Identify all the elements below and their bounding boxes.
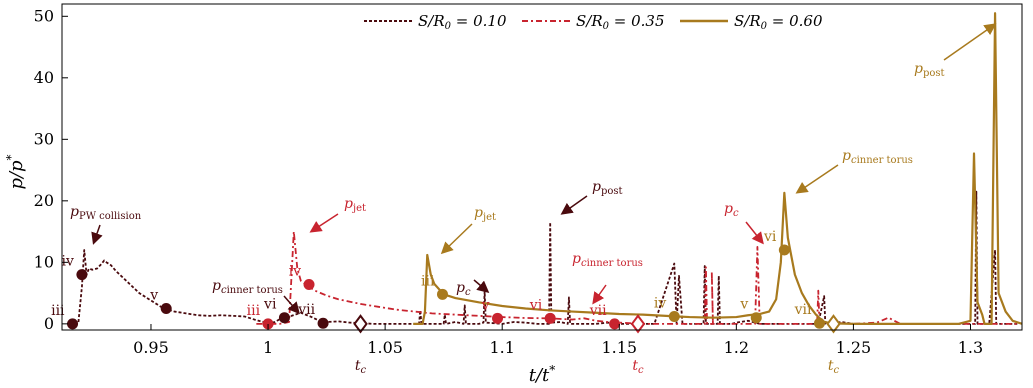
stage-marker <box>544 312 556 324</box>
y-tick-label: 0 <box>44 314 54 333</box>
annotation-arrow-pc-inner-torus-dark <box>283 295 300 315</box>
annotation-arrow-pc-red <box>745 221 764 245</box>
stage-label: vii <box>794 302 812 318</box>
annotation-arrow-pc-inner-torus-red <box>592 284 607 305</box>
annotation-pjet-gold: pjet <box>474 205 496 223</box>
annotation-arrow-pw-collision <box>91 224 103 245</box>
annotation-arrow-pc-dark <box>473 279 490 293</box>
axis-ticks: 0.95 1 1.05 1.1 1.15 1.2 1.25 1.3 0 10 20 30 40 50 <box>34 6 984 357</box>
stage-marker <box>303 278 315 290</box>
annotation-arrow-ppost-gold <box>943 23 997 61</box>
stage-label: v <box>149 287 158 303</box>
critical-time-marker <box>826 314 841 334</box>
stage-marker <box>160 302 172 314</box>
stage-marker <box>76 269 88 281</box>
annotation-pc-dark: pc <box>456 280 471 298</box>
x-axis-label: t/t* <box>529 363 556 386</box>
stage-marker <box>436 288 448 300</box>
stage-label: iii <box>421 273 435 289</box>
critical-time-marker <box>353 314 368 334</box>
stage-marker <box>262 318 274 330</box>
stage-marker <box>750 312 762 324</box>
legend-box <box>360 9 845 33</box>
x-tick-label: 1 <box>263 338 273 357</box>
annotation-ppost-dark: ppost <box>592 179 623 197</box>
stage-label: iii <box>247 303 261 319</box>
series-line-0 <box>68 190 1018 325</box>
stage-marker <box>317 317 329 329</box>
x-tick-label: 1.25 <box>836 338 872 357</box>
stage-marker <box>813 317 825 329</box>
stage-marker <box>778 244 790 256</box>
stage-label: vii <box>297 302 315 318</box>
annotation-pjet-red: pjet <box>344 196 366 214</box>
critical-time-label: tc <box>355 358 367 376</box>
series-layer <box>68 12 1023 325</box>
y-tick-label: 50 <box>34 6 54 25</box>
stage-label: vii <box>589 303 607 319</box>
legend-label-s035: S/R0 = 0.35 <box>576 12 665 32</box>
stage-label: vi <box>263 297 277 313</box>
annotation-pc-inner-torus-dark: pcinner torus <box>212 278 283 296</box>
stage-label: v <box>739 297 748 313</box>
legend-label-s010: S/R0 = 0.10 <box>418 12 507 32</box>
stage-label: vi <box>763 229 777 245</box>
annotation-arrow-pjet-gold <box>440 223 473 255</box>
y-tick-label: 40 <box>34 68 54 87</box>
legend: S/R0 = 0.10 S/R0 = 0.35 S/R0 = 0.60 <box>360 9 845 33</box>
annotation-ppost-gold: ppost <box>914 61 945 79</box>
stage-marker <box>492 312 504 324</box>
annotations: pPW collision pcinner torus pjet pjet pc… <box>70 23 997 315</box>
y-tick-label: 20 <box>34 191 54 210</box>
series-line-2 <box>413 12 1023 325</box>
annotation-pc-red: pc <box>724 201 739 219</box>
stage-marker <box>67 318 79 330</box>
stage-label: v <box>481 297 490 313</box>
annotation-pw-collision: pPW collision <box>70 204 142 222</box>
stage-marker <box>668 310 680 322</box>
legend-label-s060: S/R0 = 0.60 <box>734 12 823 32</box>
x-tick-label: 1.05 <box>367 338 403 357</box>
critical-time-marker <box>630 314 646 334</box>
series-line-1 <box>256 230 1018 325</box>
stage-label: iv <box>654 295 666 311</box>
x-tick-label: 1.1 <box>489 338 514 357</box>
annotation-pc-inner-torus-gold: pcinner torus <box>842 148 913 166</box>
y-tick-label: 30 <box>34 129 54 148</box>
y-axis-label: p/p* <box>4 154 27 189</box>
y-tick-label: 10 <box>34 252 54 271</box>
annotation-arrow-pjet-red <box>309 213 339 233</box>
x-tick-label: 1.2 <box>724 338 749 357</box>
stage-marker <box>278 312 290 324</box>
x-tick-label: 1.3 <box>958 338 983 357</box>
annotation-arrow-pc-inner-torus-gold <box>795 164 839 194</box>
critical-time-markers: tc tc tc <box>353 314 841 376</box>
stage-label: vi <box>529 297 543 313</box>
critical-time-label: tc <box>632 358 644 376</box>
plot-frame <box>61 3 1023 331</box>
stage-marker <box>609 318 621 330</box>
critical-time-label: tc <box>828 358 840 376</box>
x-tick-label: 1.15 <box>601 338 637 357</box>
annotation-pc-inner-torus-red: pcinner torus <box>572 251 643 269</box>
stage-label: iv <box>289 263 301 279</box>
annotation-arrow-ppost-dark <box>560 195 588 215</box>
x-tick-label: 0.95 <box>133 338 169 357</box>
stage-label: iv <box>62 254 74 270</box>
